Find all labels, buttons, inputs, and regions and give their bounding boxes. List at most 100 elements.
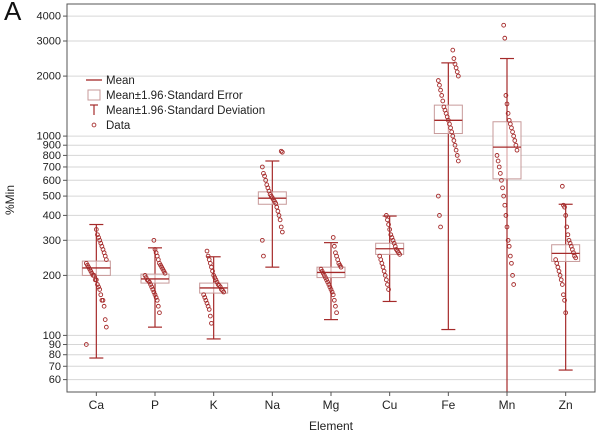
data-point — [438, 224, 443, 230]
data-point — [494, 153, 500, 158]
data-point — [97, 237, 103, 243]
y-tick-label: 800 — [43, 150, 61, 162]
data-point — [383, 213, 389, 218]
x-tick-label: Mg — [323, 398, 340, 412]
data-point — [148, 282, 153, 287]
data-point — [145, 278, 151, 284]
data-point — [209, 264, 214, 270]
data-point — [96, 235, 101, 240]
data-point — [203, 297, 209, 303]
y-tick-label: 1000 — [37, 131, 61, 143]
data-point — [501, 22, 507, 28]
data-point — [261, 171, 266, 176]
y-tick-label: 4000 — [37, 11, 61, 23]
y-axis-label: %Min — [3, 185, 17, 215]
data-point — [557, 273, 563, 278]
group-cu: Cu — [375, 213, 405, 412]
data-point — [83, 342, 89, 347]
group-p: P — [140, 237, 170, 412]
data-point — [333, 303, 338, 309]
data-point — [92, 277, 98, 283]
data-point — [500, 185, 505, 191]
data-point — [506, 243, 512, 249]
data-point — [259, 237, 265, 243]
data-point — [439, 93, 445, 98]
data-point — [201, 292, 207, 298]
data-point — [331, 243, 337, 249]
data-point — [259, 164, 265, 170]
data-point — [450, 133, 456, 139]
data-point — [214, 279, 220, 285]
y-tick-label: 400 — [43, 210, 61, 222]
data-point — [386, 222, 391, 227]
data-point — [561, 292, 566, 298]
data-point — [328, 287, 334, 292]
data-point — [513, 142, 519, 148]
data-point — [563, 213, 569, 218]
gridlines — [67, 15, 595, 381]
data-point — [558, 277, 564, 283]
data-point — [318, 266, 324, 272]
data-point — [334, 310, 339, 316]
data-point — [502, 202, 508, 208]
y-tick-label: 70 — [49, 361, 61, 373]
data-point — [330, 292, 336, 298]
x-tick-label: Ca — [89, 398, 105, 412]
data-point — [95, 232, 100, 238]
data-point — [385, 282, 390, 287]
x-tick-label: Cu — [382, 398, 397, 412]
data-point — [209, 320, 214, 326]
data-point — [330, 235, 336, 240]
data-point — [220, 288, 225, 293]
se-box — [492, 121, 522, 180]
data-point — [274, 204, 280, 210]
plot-frame — [66, 3, 596, 393]
data-point — [566, 237, 572, 243]
data-point — [561, 202, 566, 208]
data-point — [215, 282, 221, 287]
data-point — [509, 260, 514, 266]
data-point — [279, 149, 285, 155]
data-point — [501, 193, 507, 199]
data-point — [565, 232, 571, 238]
data-point — [152, 247, 158, 252]
data-point — [380, 264, 386, 270]
data-point — [495, 158, 501, 164]
data-point — [437, 82, 442, 88]
data-point — [504, 101, 510, 107]
data-point — [438, 87, 443, 93]
data-point — [324, 277, 329, 283]
data-point — [385, 217, 390, 223]
data-point — [329, 289, 335, 295]
x-tick-label: Fe — [441, 398, 455, 412]
legend-label: Data — [106, 120, 131, 132]
data-point — [207, 260, 213, 266]
data-point — [97, 287, 103, 292]
x-tick-label: Zn — [559, 398, 573, 412]
data-point — [219, 287, 224, 292]
data-point — [452, 61, 458, 67]
data-point — [450, 47, 456, 53]
group-k: K — [199, 248, 229, 412]
data-point — [506, 117, 512, 123]
data-point — [559, 282, 565, 287]
x-axis-label: Element — [309, 419, 354, 433]
data-point — [210, 268, 215, 274]
data-point — [331, 297, 337, 303]
data-point — [379, 260, 385, 266]
data-point — [211, 273, 217, 278]
data-point — [149, 284, 155, 290]
y-tick-label: 60 — [49, 374, 61, 386]
data-point — [278, 148, 284, 154]
y-tick-label: 100 — [43, 330, 61, 342]
data-point — [510, 129, 515, 135]
data-point — [213, 277, 219, 283]
data-point — [96, 284, 101, 290]
y-tick-label: 200 — [43, 270, 61, 282]
data-point — [101, 303, 107, 309]
data-point — [377, 253, 383, 259]
panel-letter: A — [4, 0, 22, 26]
data-point — [153, 295, 159, 300]
data-point — [555, 264, 561, 270]
